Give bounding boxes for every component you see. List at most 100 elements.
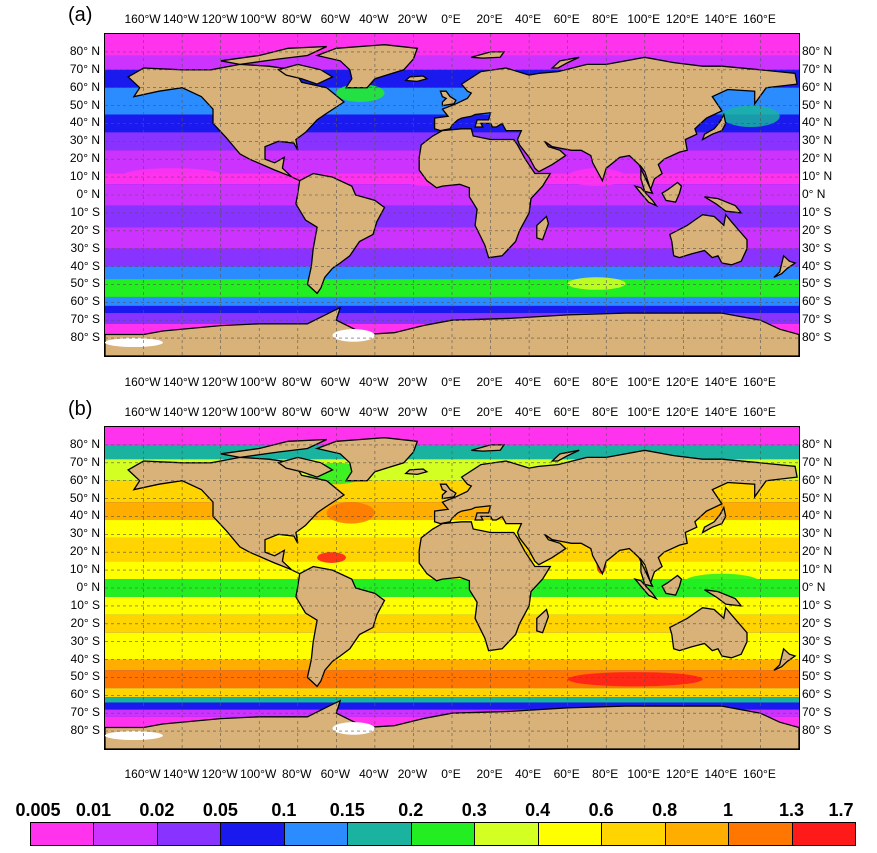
lon-label-b-top-6: 40°W bbox=[359, 405, 389, 419]
lat-label-b-left-16: 80° S bbox=[70, 723, 100, 738]
lon-label-a-top-1: 140°W bbox=[163, 12, 200, 26]
lon-label-a-bottom-2: 120°W bbox=[201, 375, 238, 389]
lat-label-b-right-15: 70° S bbox=[802, 705, 832, 720]
lat-label-b-left-1: 70° N bbox=[69, 454, 100, 469]
lon-label-a-top-7: 20°W bbox=[397, 12, 428, 26]
lon-label-a-top-9: 20°E bbox=[476, 12, 503, 26]
panel-label-a: (a) bbox=[68, 4, 93, 26]
lat-label-a-left-11: 30° S bbox=[70, 240, 100, 255]
land-novaya-zemlya-a bbox=[550, 56, 580, 69]
colorbar-tick-label-2: 0.02 bbox=[139, 800, 175, 820]
lon-label-b-bottom-15: 140°E bbox=[704, 767, 738, 781]
colorbar-tick-label-1: 0.01 bbox=[75, 800, 111, 820]
lon-label-a-bottom-6: 40°W bbox=[359, 375, 389, 389]
land-eurasia-b bbox=[433, 449, 798, 588]
lat-label-a-right-2: 60° N bbox=[802, 79, 833, 94]
map-frame-b bbox=[104, 426, 800, 750]
lat-label-b-right-3: 50° N bbox=[802, 490, 833, 505]
ocean-band-b-16 bbox=[105, 702, 799, 710]
colorbar-swatch-11 bbox=[728, 822, 793, 846]
ice-shelf-ross-a bbox=[105, 338, 163, 348]
ice-shelf-weddell-a bbox=[332, 329, 375, 342]
lon-label-a-top-15: 140°E bbox=[704, 12, 738, 26]
lat-label-b-left-8: 0° N bbox=[76, 580, 100, 594]
lat-label-b-left-7: 10° N bbox=[69, 562, 100, 577]
colorbar-swatch-2 bbox=[156, 822, 222, 846]
lat-label-a-right-9: 10° S bbox=[802, 204, 832, 219]
map-frame-a bbox=[104, 33, 800, 357]
map-svg-a bbox=[105, 34, 799, 356]
colorbar-swatch-1 bbox=[93, 822, 158, 846]
lat-label-a-right-16: 80° S bbox=[802, 330, 832, 345]
lon-label-b-bottom-0: 160°W bbox=[124, 767, 161, 781]
lon-label-b-top-5: 60°W bbox=[320, 405, 351, 419]
lat-label-b-right-7: 10° N bbox=[802, 562, 833, 577]
lon-label-a-bottom-1: 140°W bbox=[163, 375, 200, 389]
lat-label-a-right-0: 80° N bbox=[802, 43, 833, 58]
lat-label-b-left-10: 20° S bbox=[70, 615, 100, 630]
lon-label-b-bottom-7: 20°W bbox=[397, 767, 428, 781]
land-baffin-a bbox=[276, 63, 334, 85]
lon-label-a-bottom-7: 20°W bbox=[397, 375, 428, 389]
colorbar-tick-label-10: 0.8 bbox=[652, 800, 678, 820]
lat-label-b-right-2: 60° N bbox=[802, 472, 833, 487]
lon-label-b-top-3: 100°W bbox=[240, 405, 277, 419]
lon-label-b-top-1: 140°W bbox=[163, 405, 200, 419]
lat-label-a-right-1: 70° N bbox=[802, 61, 833, 76]
lat-label-a-left-2: 60° N bbox=[69, 79, 100, 94]
lat-label-a-left-3: 50° N bbox=[69, 97, 100, 112]
colorbar-swatch-4 bbox=[283, 822, 349, 846]
lon-label-a-top-6: 40°W bbox=[359, 12, 389, 26]
land-borneo-b bbox=[661, 574, 683, 596]
panel-label-b: (b) bbox=[68, 398, 93, 420]
lon-label-b-bottom-10: 40°E bbox=[515, 767, 542, 781]
lon-label-b-top-15: 140°E bbox=[704, 405, 738, 419]
ocean-feature-b-2 bbox=[317, 552, 346, 563]
lon-label-b-bottom-9: 20°E bbox=[476, 767, 503, 781]
lon-label-a-bottom-14: 120°E bbox=[665, 375, 699, 389]
lat-label-b-right-11: 30° S bbox=[802, 633, 832, 648]
lat-label-a-right-14: 60° S bbox=[802, 294, 832, 309]
lon-label-a-bottom-3: 100°W bbox=[240, 375, 277, 389]
lon-label-b-bottom-11: 60°E bbox=[553, 767, 580, 781]
ocean-band-a-14 bbox=[105, 296, 799, 306]
lon-label-a-bottom-15: 140°E bbox=[704, 375, 738, 389]
lat-label-a-left-12: 40° S bbox=[70, 258, 100, 273]
land-iceland-a bbox=[404, 75, 429, 83]
land-borneo-a bbox=[661, 181, 683, 203]
lat-label-b-left-13: 50° S bbox=[70, 669, 100, 684]
colorbar-swatch-10 bbox=[664, 822, 730, 846]
colorbar-tick-label-3: 0.05 bbox=[202, 800, 238, 820]
colorbar-swatch-5 bbox=[347, 822, 412, 846]
lon-label-a-top-10: 40°E bbox=[515, 12, 542, 26]
lon-label-b-bottom-3: 100°W bbox=[240, 767, 277, 781]
lon-label-a-bottom-9: 20°E bbox=[476, 375, 503, 389]
lat-label-a-left-15: 70° S bbox=[70, 312, 100, 327]
land-arctic-islands-a bbox=[220, 45, 327, 66]
map-svg-b bbox=[105, 427, 799, 749]
lon-label-b-top-7: 20°W bbox=[397, 405, 428, 419]
lat-label-b-left-4: 40° N bbox=[69, 508, 100, 523]
lon-label-a-top-5: 60°W bbox=[320, 12, 351, 26]
land-antarctica-a bbox=[105, 306, 799, 356]
lon-label-a-top-2: 120°W bbox=[201, 12, 238, 26]
lat-label-b-left-11: 30° S bbox=[70, 633, 100, 648]
lat-label-a-right-3: 50° N bbox=[802, 97, 833, 112]
land-madagascar-b bbox=[536, 608, 550, 634]
colorbar-tick-label-13: 1.7 bbox=[828, 800, 854, 820]
lon-label-a-top-0: 160°W bbox=[124, 12, 161, 26]
colorbar-swatch-3 bbox=[220, 822, 285, 846]
lat-label-a-left-13: 50° S bbox=[70, 276, 100, 291]
lon-label-b-bottom-5: 60°W bbox=[320, 767, 351, 781]
lon-label-b-bottom-12: 80°E bbox=[592, 767, 619, 781]
land-south-america-a bbox=[295, 172, 386, 295]
lon-label-b-top-9: 20°E bbox=[476, 405, 503, 419]
lat-label-b-right-13: 50° S bbox=[802, 669, 832, 684]
lat-label-a-left-9: 10° S bbox=[70, 204, 100, 219]
lat-label-b-left-9: 10° S bbox=[70, 597, 100, 612]
lon-label-a-bottom-10: 40°E bbox=[515, 375, 542, 389]
colorbar-tick-label-12: 1.3 bbox=[779, 800, 805, 820]
lat-label-b-left-3: 50° N bbox=[69, 490, 100, 505]
lon-label-a-bottom-4: 80°W bbox=[282, 375, 312, 389]
land-iceland-b bbox=[404, 468, 429, 476]
